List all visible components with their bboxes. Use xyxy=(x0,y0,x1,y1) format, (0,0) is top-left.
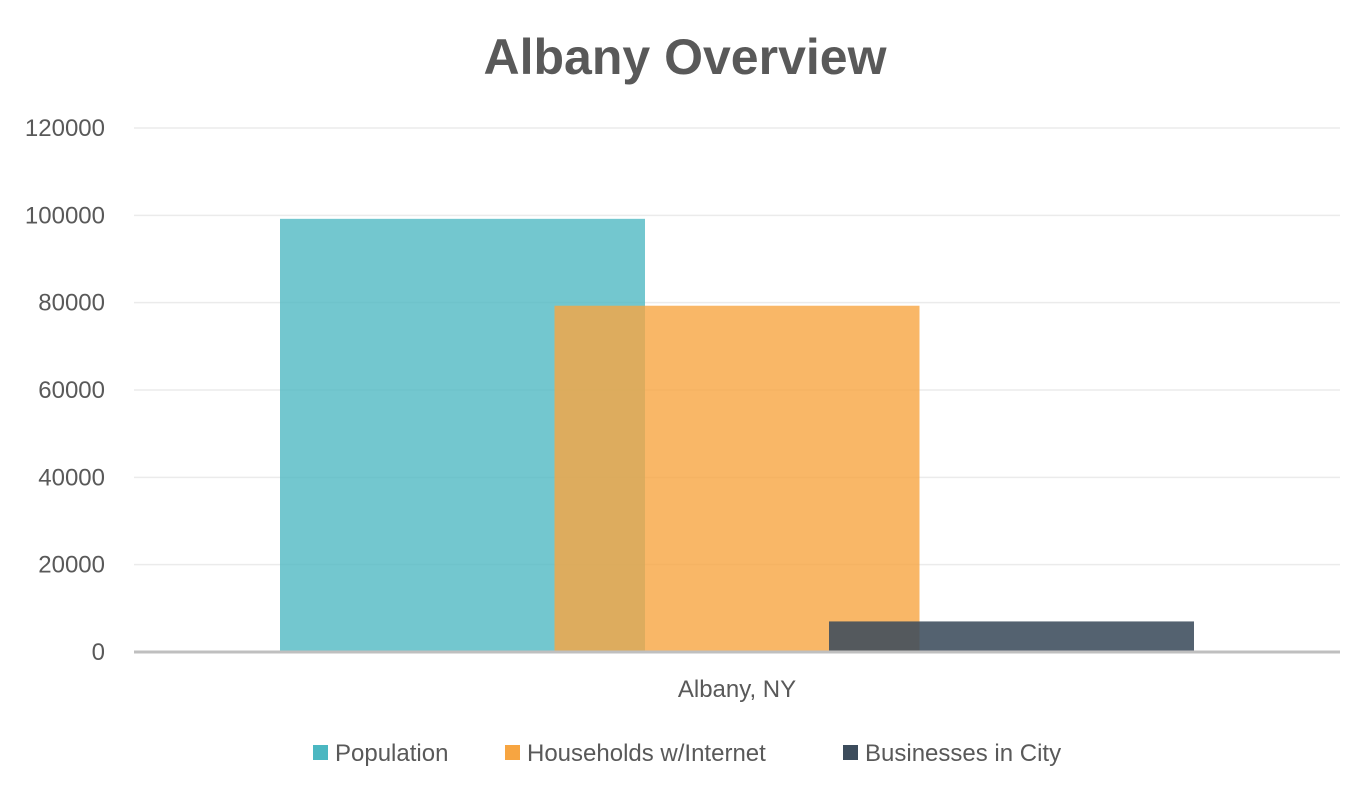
x-axis-categories: Albany, NY xyxy=(678,676,796,703)
chart-title: Albany Overview xyxy=(484,29,887,85)
legend-label: Businesses in City xyxy=(865,740,1061,767)
y-tick-label: 20000 xyxy=(38,552,105,579)
legend-label: Households w/Internet xyxy=(527,740,766,767)
y-tick-label: 40000 xyxy=(38,464,105,491)
y-tick-label: 100000 xyxy=(25,202,105,229)
bars xyxy=(280,218,1194,652)
y-tick-label: 120000 xyxy=(25,115,105,142)
legend-swatch xyxy=(505,745,520,760)
legend-swatch xyxy=(313,745,328,760)
y-tick-label: 80000 xyxy=(38,290,105,317)
y-tick-label: 0 xyxy=(92,639,105,666)
legend: Population Households w/Internet Businesse… xyxy=(313,740,1061,767)
bar-businesses-in-city xyxy=(829,621,1194,652)
y-axis-ticks: 0 20000 40000 60000 80000 100000 120000 xyxy=(25,115,105,666)
legend-label: Population xyxy=(335,740,448,767)
legend-swatch xyxy=(843,745,858,760)
bar-households-w-internet xyxy=(554,305,920,652)
x-category-label: Albany, NY xyxy=(678,676,796,703)
y-tick-label: 60000 xyxy=(38,377,105,404)
